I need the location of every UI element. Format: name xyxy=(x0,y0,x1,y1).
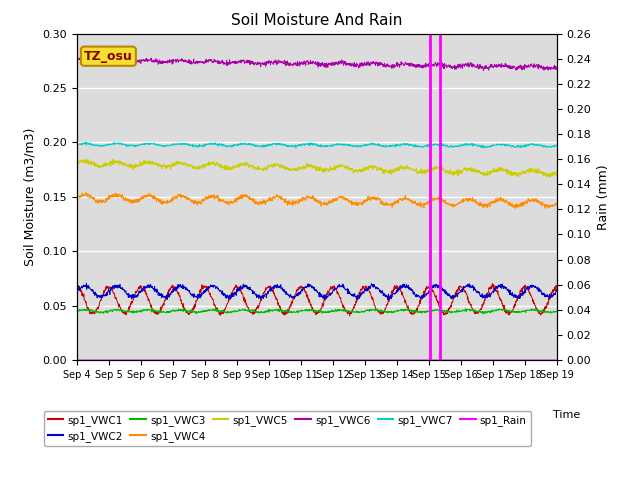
Title: Soil Moisture And Rain: Soil Moisture And Rain xyxy=(231,13,403,28)
Text: Time: Time xyxy=(553,409,580,420)
Y-axis label: Soil Moisture (m3/m3): Soil Moisture (m3/m3) xyxy=(24,128,36,266)
Legend: sp1_VWC1, sp1_VWC2, sp1_VWC3, sp1_VWC4, sp1_VWC5, sp1_VWC6, sp1_VWC7, sp1_Rain: sp1_VWC1, sp1_VWC2, sp1_VWC3, sp1_VWC4, … xyxy=(44,411,531,446)
Y-axis label: Rain (mm): Rain (mm) xyxy=(597,164,610,229)
Text: TZ_osu: TZ_osu xyxy=(84,50,132,63)
